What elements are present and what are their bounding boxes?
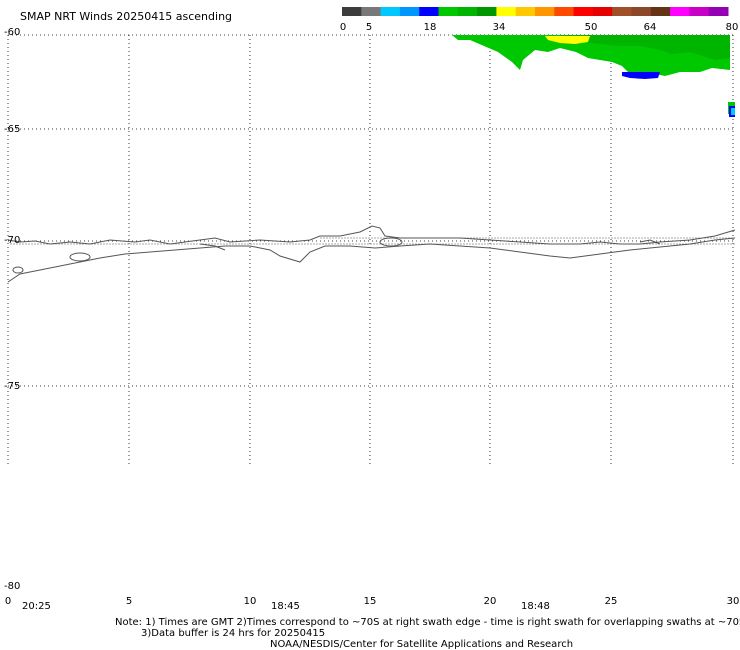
- antarctic-coastline: [7, 225, 736, 283]
- colorbar-segment: [477, 7, 497, 16]
- note-line-2: 3)Data buffer is 24 hrs for 20250415: [141, 628, 325, 639]
- latitude-label: -60: [4, 27, 20, 38]
- colorbar-segment: [670, 7, 690, 16]
- latitude-label: -70: [4, 235, 20, 246]
- longitude-label: 30: [727, 596, 740, 607]
- wind-swath-yellow: [545, 36, 590, 44]
- colorbar-segment: [438, 7, 459, 16]
- wind-swath-blue: [622, 72, 660, 79]
- colorbar-segment: [342, 7, 362, 16]
- colorbar-segment: [361, 7, 382, 16]
- colorbar-segment: [573, 7, 594, 16]
- note-line-1: Note: 1) Times are GMT 2)Times correspon…: [115, 617, 740, 628]
- colorbar-segment: [515, 7, 536, 16]
- colorbar-segment: [612, 7, 632, 16]
- ice-shelf-hatching: [10, 237, 735, 245]
- time-label-2025: 20:25: [22, 601, 51, 612]
- time-label-1845: 18:45: [271, 601, 300, 612]
- lat-lon-grid: [7, 34, 735, 464]
- colorbar-tick-label: 18: [424, 22, 437, 33]
- colorbar-segment: [419, 7, 439, 16]
- colorbar-segment: [457, 7, 478, 16]
- longitude-label: 20: [484, 596, 497, 607]
- credit-line: NOAA/NESDIS/Center for Satellite Applica…: [270, 639, 573, 650]
- longitude-label: 0: [5, 596, 11, 607]
- wind-swath-edge-cyan: [731, 108, 735, 115]
- time-label-1848: 18:48: [521, 601, 550, 612]
- latitude-label: -80: [4, 581, 20, 592]
- colorbar-segment: [708, 7, 729, 16]
- colorbar-segment: [380, 7, 401, 16]
- longitude-labels: 0 5 10 15 20 25 30: [5, 596, 740, 607]
- longitude-label: 25: [605, 596, 618, 607]
- wind-swath: [452, 35, 735, 117]
- colorbar-segment: [650, 7, 671, 16]
- colorbar-segment: [689, 7, 710, 16]
- latitude-labels: -60 -65 -70 -75 -80: [4, 27, 20, 592]
- colorbar-segment: [592, 7, 613, 16]
- colorbar-tick-label: 34: [493, 22, 506, 33]
- longitude-label: 15: [364, 596, 377, 607]
- colorbar-tick-label: 80: [726, 22, 739, 33]
- longitude-label: 5: [126, 596, 132, 607]
- wind-speed-colorbar: 0 5 18 34 50 64 80: [340, 7, 739, 33]
- colorbar-tick-label: 0: [340, 22, 346, 33]
- latitude-label: -65: [4, 124, 20, 135]
- wind-swath-green-dark: [560, 35, 730, 60]
- colorbar-tick-label: 64: [644, 22, 657, 33]
- colorbar-segment: [535, 7, 555, 16]
- colorbar-tick-label: 5: [366, 22, 372, 33]
- colorbar-segment: [554, 7, 575, 16]
- colorbar-tick-label: 50: [585, 22, 598, 33]
- colorbar-segment: [496, 7, 517, 16]
- map-title: SMAP NRT Winds 20250415 ascending: [20, 10, 232, 23]
- colorbar-segment: [631, 7, 652, 16]
- longitude-label: 10: [244, 596, 257, 607]
- colorbar-segment: [399, 7, 420, 16]
- latitude-label: -75: [4, 381, 20, 392]
